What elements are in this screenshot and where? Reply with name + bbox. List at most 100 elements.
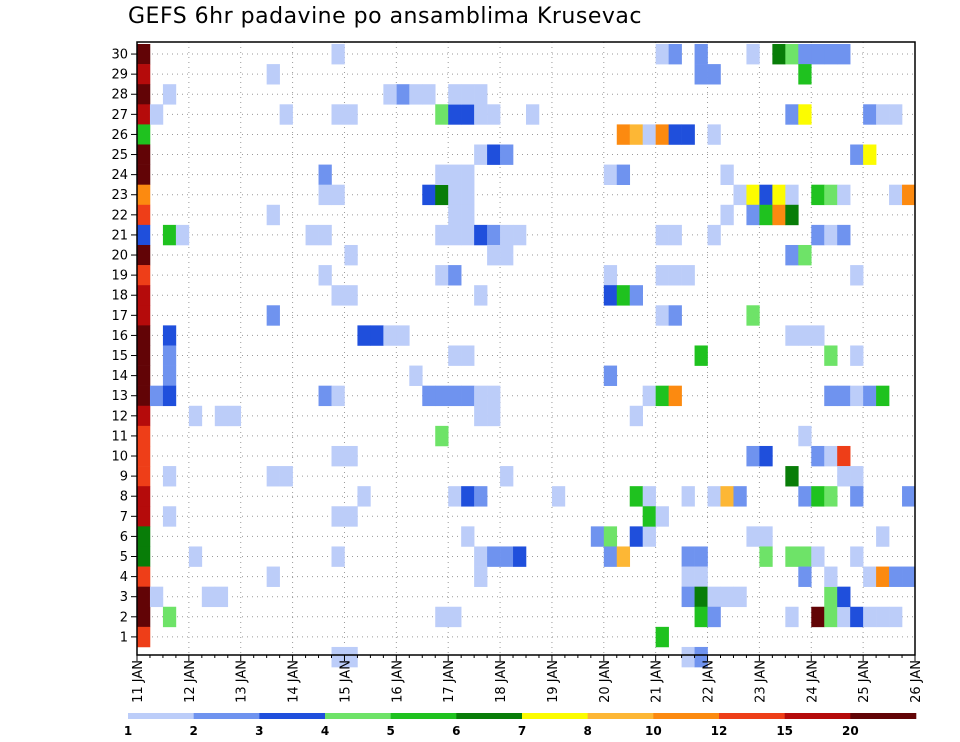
heatmap-cell <box>448 486 462 507</box>
heatmap-cell <box>331 285 345 306</box>
heatmap-cell <box>461 104 475 125</box>
heatmap-cell <box>331 44 345 65</box>
heatmap-cell <box>162 365 177 386</box>
y-tick-label: 1 <box>120 630 128 645</box>
heatmap-cell <box>655 224 669 246</box>
heatmap-cell <box>603 285 618 306</box>
heatmap-cell <box>902 486 916 507</box>
heatmap-cell <box>850 385 864 407</box>
heatmap-cell <box>461 164 475 185</box>
heatmap-cell <box>902 566 916 587</box>
heatmap-cell <box>655 305 669 326</box>
heatmap-cell <box>655 385 669 407</box>
heatmap-cell <box>668 385 682 407</box>
heatmap-cell <box>137 184 151 206</box>
heatmap-cell <box>344 285 358 306</box>
heatmap-cell <box>603 526 618 547</box>
colorbar-label: 1 <box>124 724 132 738</box>
heatmap-cell <box>798 44 812 65</box>
heatmap-cell <box>474 405 488 427</box>
heatmap-cell <box>824 345 838 366</box>
y-tick-label: 9 <box>120 470 128 485</box>
heatmap-cell <box>137 606 151 628</box>
heatmap-cell <box>474 385 488 407</box>
heatmap-cell <box>694 44 708 65</box>
heatmap-cell <box>707 606 721 628</box>
heatmap-cell <box>720 164 734 185</box>
y-tick-label: 22 <box>111 208 128 223</box>
heatmap-cell <box>500 244 514 266</box>
heatmap-cell <box>435 265 449 286</box>
heatmap-cell <box>694 606 708 628</box>
heatmap-cell <box>137 526 151 547</box>
heatmap-cell <box>461 486 475 507</box>
heatmap-cell <box>266 466 280 487</box>
y-tick-label: 26 <box>111 128 128 143</box>
heatmap-cell <box>487 244 501 266</box>
heatmap-cell <box>629 285 643 306</box>
heatmap-cell <box>461 385 475 407</box>
colorbar-label: 2 <box>189 724 197 738</box>
heatmap-cell <box>655 626 669 648</box>
heatmap-cell <box>681 124 695 145</box>
colorbar-label: 5 <box>386 724 394 738</box>
heatmap-cell <box>162 224 177 246</box>
heatmap-cell <box>318 385 332 407</box>
heatmap-cell <box>331 104 345 125</box>
x-tick-label: 16 JAN <box>390 660 405 703</box>
heatmap-cell <box>707 224 721 246</box>
heatmap-cell <box>331 385 345 407</box>
heatmap-cell <box>876 526 890 547</box>
heatmap-cell <box>137 385 151 407</box>
heatmap-cell <box>811 486 825 507</box>
heatmap-cell <box>707 486 721 507</box>
heatmap-cell <box>318 224 332 246</box>
colorbar-swatch <box>193 713 260 719</box>
heatmap-cell <box>707 124 721 145</box>
heatmap-cell <box>824 224 838 246</box>
heatmap-cell <box>837 184 851 206</box>
heatmap-cell <box>137 586 151 608</box>
colorbar: 1 2 3 4 5 6 7 8 10 12 15 20 <box>124 713 917 738</box>
heatmap-cell <box>876 385 890 407</box>
heatmap-cell <box>137 566 151 587</box>
heatmap-cell <box>785 204 799 226</box>
heatmap-cell <box>448 204 462 226</box>
heatmap-cell <box>811 546 825 567</box>
heatmap-cell <box>137 365 151 386</box>
heatmap-cell <box>785 546 799 567</box>
colorbar-swatch <box>719 713 785 719</box>
heatmap-cell <box>668 224 682 246</box>
heatmap-cell <box>149 586 164 608</box>
heatmap-cell <box>344 445 358 467</box>
heatmap-cell <box>448 104 462 125</box>
colorbar-swatch <box>522 713 588 719</box>
heatmap-cell <box>655 506 669 527</box>
y-tick-label: 21 <box>111 228 128 243</box>
heatmap-cell <box>448 84 462 105</box>
heatmap-cell <box>474 84 488 105</box>
heatmap-cell <box>137 104 151 125</box>
y-axis: 1234567891011121314151617181920212223242… <box>111 48 137 645</box>
heatmap-cell <box>474 104 488 125</box>
heatmap-cell <box>850 486 864 507</box>
heatmap-cell <box>876 606 890 628</box>
y-tick-label: 30 <box>111 48 128 63</box>
heatmap-cell <box>746 204 760 226</box>
heatmap-cell <box>448 385 462 407</box>
heatmap-cell <box>681 486 695 507</box>
heatmap-cell <box>448 184 462 206</box>
heatmap-cell <box>331 646 345 668</box>
heatmap-cell <box>655 44 669 65</box>
heatmap-cell <box>889 566 903 587</box>
heatmap-cell <box>642 124 656 145</box>
heatmap-cell <box>137 265 151 286</box>
heatmap-cell <box>487 546 501 567</box>
heatmap-cell <box>487 224 501 246</box>
heatmap-cell <box>889 606 903 628</box>
heatmap-cell <box>266 305 280 326</box>
heatmap-cell <box>137 546 151 567</box>
colorbar-label: 20 <box>842 724 859 738</box>
heatmap-cell <box>720 486 734 507</box>
heatmap-cell <box>422 385 436 407</box>
